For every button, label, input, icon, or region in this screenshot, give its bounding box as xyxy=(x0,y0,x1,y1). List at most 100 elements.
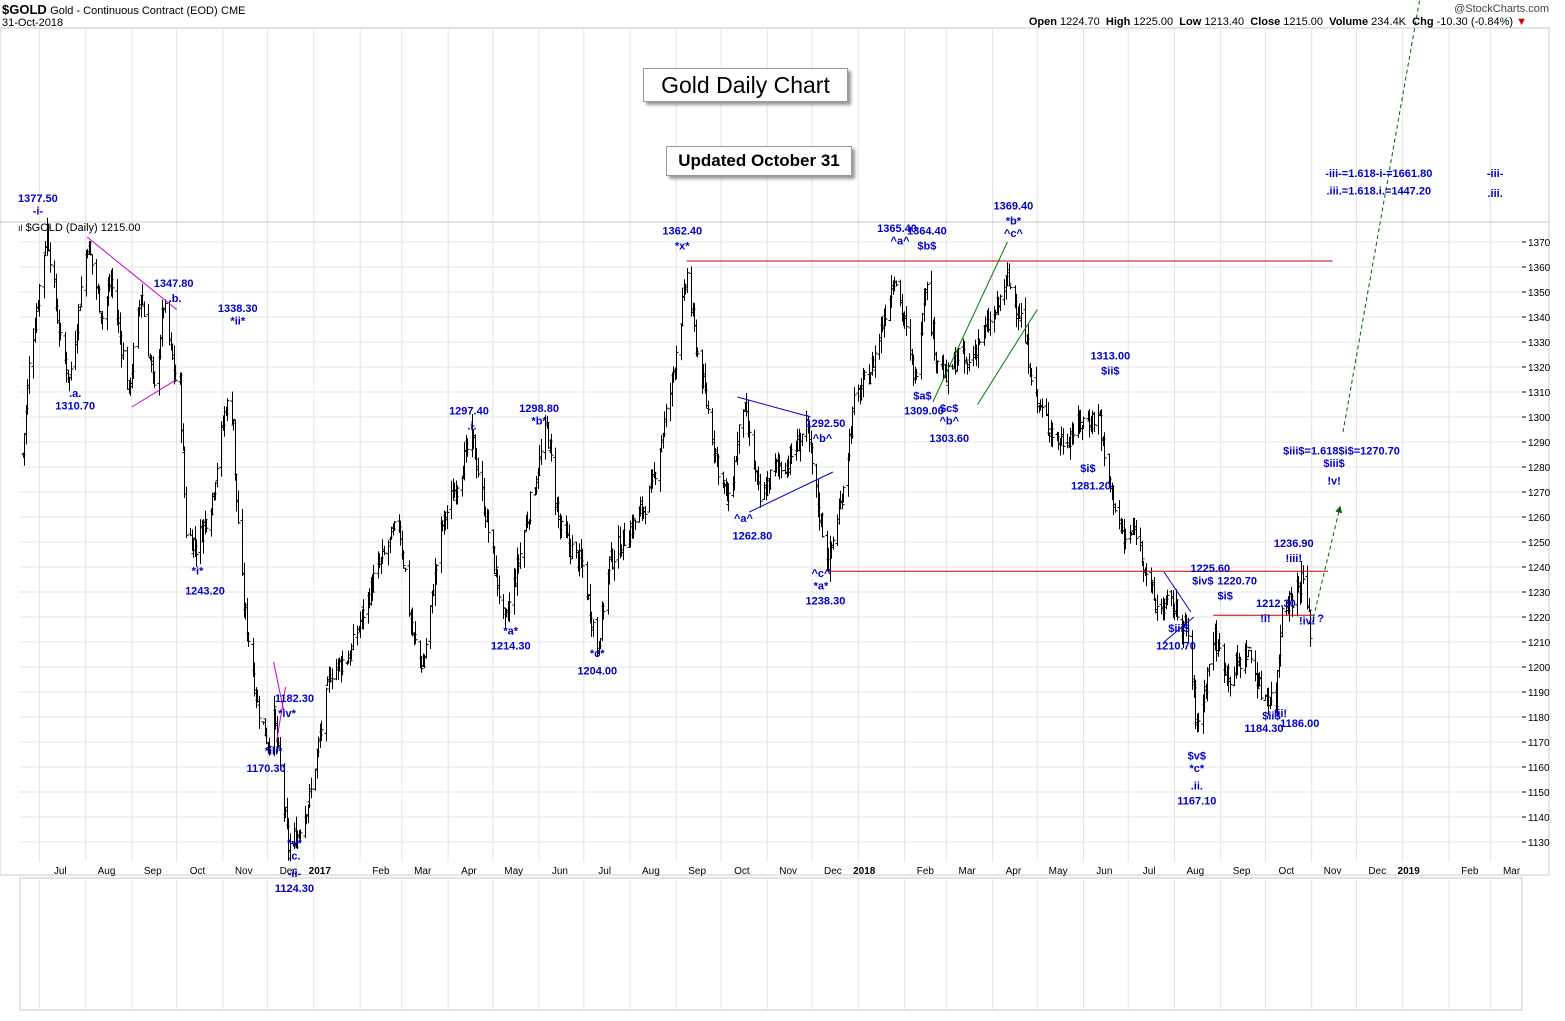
wave-label: -ii- xyxy=(288,868,302,880)
ohlc-bar xyxy=(1134,519,1139,546)
wave-label: 1186.00 xyxy=(1280,718,1319,730)
ohlc-bar xyxy=(413,621,418,645)
ohlc-bar xyxy=(1238,656,1243,679)
ohlc-bar xyxy=(88,241,93,256)
ohlc-bar xyxy=(967,353,972,372)
ohlc-bar xyxy=(288,833,293,862)
ohlc-bar xyxy=(522,529,527,568)
wave-label: .b. xyxy=(169,293,182,305)
y-tick-label: 1320 xyxy=(1528,363,1551,374)
y-tick-label: 1160 xyxy=(1528,763,1550,774)
x-tick-label: Nov xyxy=(1324,866,1342,877)
ohlc-bar xyxy=(873,345,878,378)
ohlc-bar xyxy=(1113,503,1118,513)
lower-panel xyxy=(19,877,1523,1011)
wave-label: .a. xyxy=(69,388,81,400)
ohlc-bar xyxy=(601,602,606,620)
x-tick-label: Sep xyxy=(144,866,162,877)
ohlc-bar xyxy=(382,545,387,556)
wedge-line xyxy=(737,396,811,418)
ohlc-bar xyxy=(351,624,356,651)
ohlc-bar xyxy=(574,541,579,559)
ohlc-bar xyxy=(231,418,236,431)
ohlc-bar xyxy=(1061,428,1066,455)
wave-label: 1298.80 xyxy=(519,403,559,415)
channel-line xyxy=(932,241,1008,403)
ohlc-bar xyxy=(1050,422,1055,448)
price-legend: ıl $GOLD (Daily) 1215.00 xyxy=(18,222,141,234)
ohlc-bar xyxy=(998,294,1003,312)
wave-label: 1364.40 xyxy=(907,226,947,238)
ohlc-bar xyxy=(442,510,447,535)
wave-label: ^b^ xyxy=(813,433,833,445)
wave-label: *a* xyxy=(503,626,518,638)
y-tick-label: 1360 xyxy=(1528,263,1551,274)
ohlc-bar xyxy=(303,805,308,839)
ohlc-bar xyxy=(455,485,460,505)
wave-label: 1236.90 xyxy=(1274,538,1314,550)
x-tick-label: Jul xyxy=(1143,866,1156,877)
wave-label: ? xyxy=(1317,613,1324,625)
ohlc-bar xyxy=(768,469,773,490)
wave-label: 1369.40 xyxy=(993,201,1033,213)
x-tick-label: 2018 xyxy=(853,866,876,877)
ohlc-bar xyxy=(1308,610,1313,647)
wave-label: 1210.70 xyxy=(1156,641,1196,653)
wave-label: *iii* xyxy=(265,746,283,758)
down-arrow-icon: ▼ xyxy=(1516,16,1527,28)
watermark: @StockCharts.com xyxy=(1454,3,1549,15)
projection-arrow xyxy=(1311,505,1343,625)
ohlc-bar xyxy=(964,356,969,363)
wave-label: !iv! xyxy=(1299,616,1316,628)
wave-label: *ii* xyxy=(230,316,245,328)
ohlc-bar xyxy=(1034,366,1039,397)
wave-label: 1170.30 xyxy=(247,763,286,775)
ohlc-bar xyxy=(131,342,136,380)
wave-label: ^a^ xyxy=(734,513,754,525)
wave-label: 1243.20 xyxy=(185,586,225,598)
ohlc-bar xyxy=(545,415,550,429)
x-tick-label: Apr xyxy=(461,866,477,877)
ohlc-bar xyxy=(1008,285,1013,290)
wedge-line xyxy=(749,471,834,513)
ohlc-bar xyxy=(163,299,168,313)
y-tick-label: 1310 xyxy=(1528,388,1551,399)
ohlc-bar xyxy=(37,283,42,317)
x-tick-label: Oct xyxy=(734,866,750,877)
ohlc-bar xyxy=(758,473,763,508)
wave-label: -iii- xyxy=(1487,168,1504,180)
wave-label: $iii$ xyxy=(1323,458,1344,470)
x-tick-label: Oct xyxy=(190,866,206,877)
x-tick-label: Mar xyxy=(414,866,432,877)
wave-label: *iv* xyxy=(278,708,296,720)
ohlc-bar xyxy=(470,414,475,458)
ohlc-bar xyxy=(862,369,867,380)
ohlc-bar xyxy=(507,592,512,623)
ohlc-bar xyxy=(434,564,439,585)
ohlc-bar xyxy=(1175,600,1180,621)
ohlc-bar xyxy=(340,650,345,676)
wave-label: .iii. xyxy=(1488,188,1503,200)
y-tick-label: 1200 xyxy=(1528,663,1551,674)
instrument-name: Gold - Continuous Contract (EOD) xyxy=(50,5,218,17)
ohlc-bar xyxy=(1040,398,1045,418)
ohlc-bar xyxy=(1155,594,1160,621)
ohlc-bar xyxy=(110,267,115,299)
ohlc-bar xyxy=(674,345,679,380)
ohlc-bar xyxy=(622,522,627,547)
wave-label: *b* xyxy=(1006,216,1022,228)
wave-label: ^c^ xyxy=(1004,228,1024,240)
wave-label: .ii. xyxy=(1191,781,1203,793)
wave-label: -iii-=1.618-i-=1661.80 xyxy=(1325,168,1432,180)
wave-label: !v! xyxy=(1327,476,1340,488)
ohlc-bar xyxy=(1259,670,1264,700)
ohlc-bar xyxy=(1165,589,1170,606)
ohlc-bar xyxy=(1196,712,1201,732)
triangle-line xyxy=(276,686,286,743)
wave-label: 1182.30 xyxy=(275,693,314,705)
wave-label: 1313.00 xyxy=(1090,351,1130,363)
ohlc-bar xyxy=(355,625,360,646)
wave-label: $iv$ xyxy=(1192,576,1213,588)
y-tick-label: 1240 xyxy=(1528,563,1551,574)
ohlc-bar xyxy=(370,574,375,602)
